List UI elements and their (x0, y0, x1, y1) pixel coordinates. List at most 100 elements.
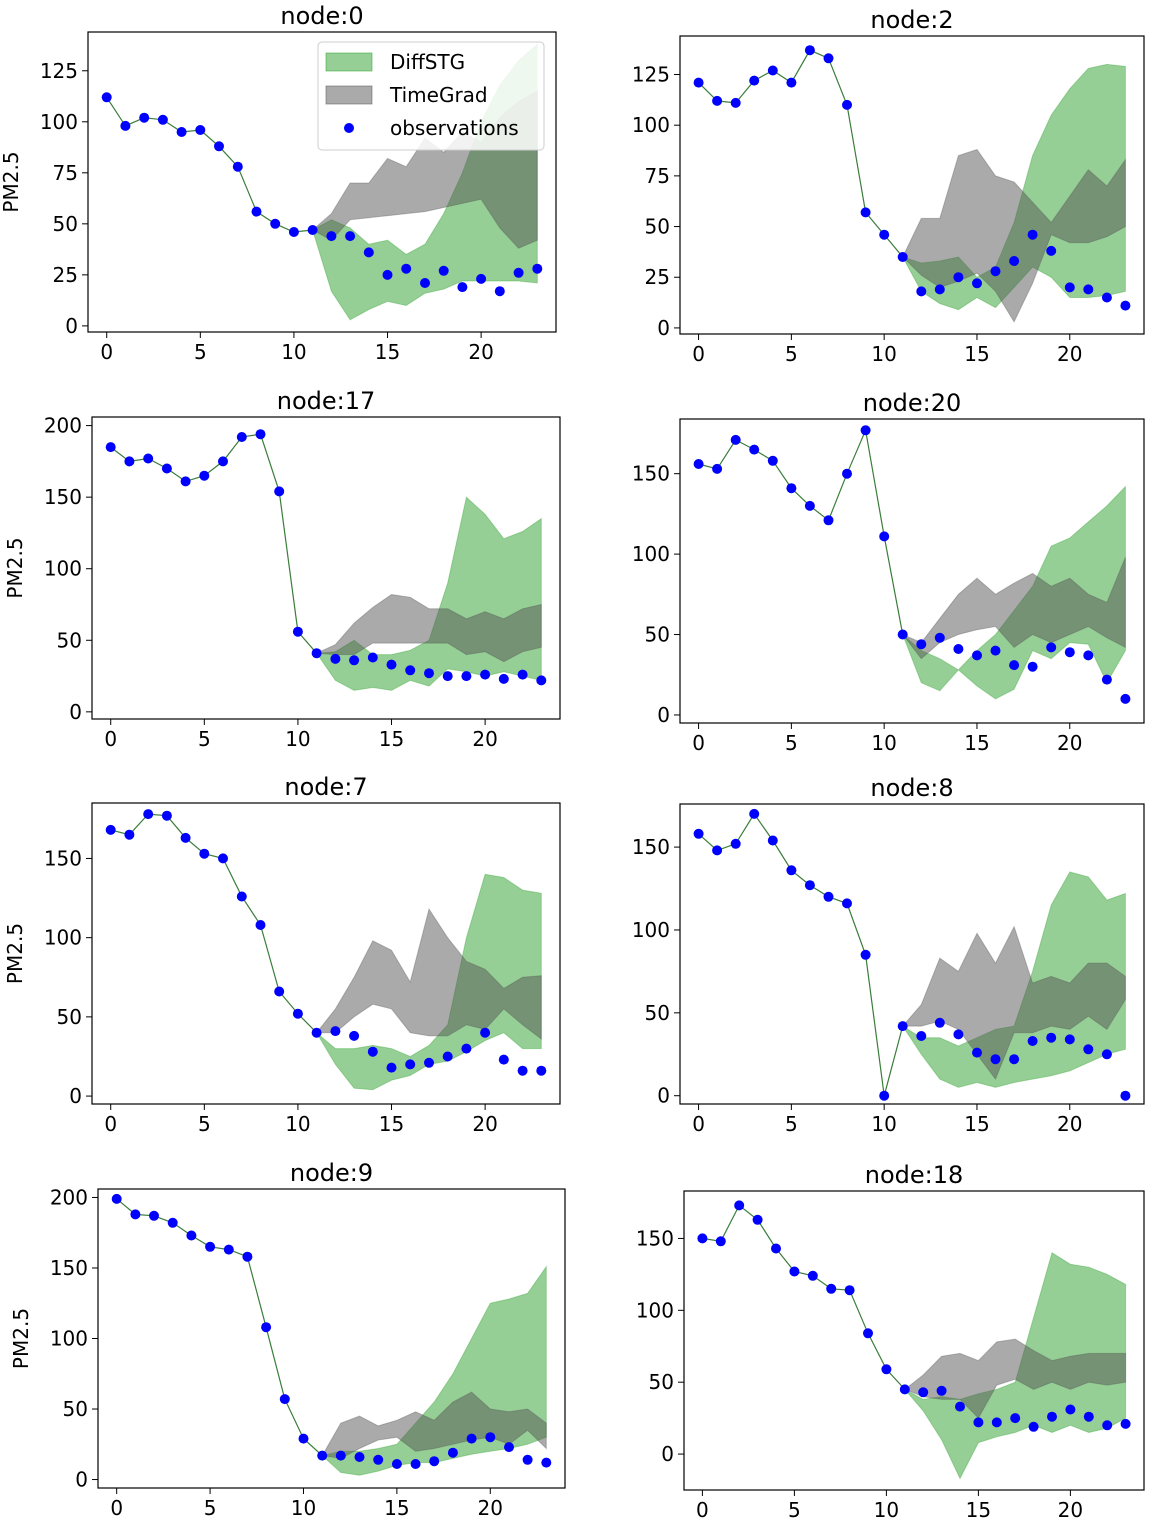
x-tick-label: 20 (468, 340, 493, 364)
observation-point (536, 1065, 547, 1076)
observation-point (218, 456, 228, 467)
observation-point (897, 252, 908, 262)
y-tick-label: 100 (632, 113, 670, 137)
observation-point (972, 1047, 982, 1058)
axes-frame (679, 35, 1145, 335)
observation-point (1009, 256, 1020, 266)
axes-frame (679, 418, 1145, 724)
observation-point (386, 659, 397, 670)
observation-point (522, 1454, 533, 1465)
observation-point (897, 1021, 908, 1032)
observation-point (693, 828, 704, 839)
timegrad-legend-swatch (325, 85, 373, 105)
observation-point (330, 653, 341, 664)
observation-point (693, 459, 704, 469)
x-tick-label: 0 (696, 1498, 709, 1522)
observation-point (143, 453, 154, 464)
observation-point (517, 669, 528, 680)
y-tick-label: 50 (645, 623, 670, 647)
observation-point (879, 229, 890, 240)
chart-title: node:8 (870, 774, 953, 802)
observation-point (167, 1217, 178, 1228)
observation-point (466, 1433, 477, 1444)
y-tick-label: 25 (645, 265, 670, 289)
observation-point (972, 650, 982, 661)
observation-point (442, 1051, 453, 1062)
observation-point (279, 1394, 290, 1405)
observation-point (804, 880, 815, 891)
y-tick-label: 0 (65, 314, 78, 338)
observation-point (405, 665, 416, 676)
observation-point (335, 1450, 346, 1461)
observation-point (804, 500, 815, 511)
observation-point (161, 810, 172, 821)
y-tick-label: 50 (645, 215, 670, 239)
observation-point (916, 1031, 927, 1041)
observation-point (199, 848, 210, 859)
observation-point (860, 425, 871, 436)
plot-area (111, 1193, 552, 1476)
observation-point (807, 1270, 818, 1281)
observation-point (1083, 650, 1094, 661)
observation-point (124, 456, 135, 467)
observation-point (1064, 647, 1075, 658)
observation-point (139, 112, 150, 123)
chart-title: node:17 (277, 387, 376, 415)
x-tick-label: 0 (110, 1496, 123, 1520)
plot-area (105, 429, 547, 691)
observation-point (1120, 1090, 1131, 1101)
observation-point (823, 53, 834, 64)
observation-point (712, 95, 723, 106)
chart-title: node:9 (290, 1159, 373, 1187)
observation-point (934, 632, 945, 643)
observation-point (457, 282, 468, 293)
y-tick-label: 0 (75, 1468, 88, 1492)
x-tick-label: 0 (692, 731, 705, 755)
y-tick-label: 50 (645, 1001, 670, 1025)
observation-point (251, 206, 262, 217)
x-tick-label: 20 (472, 727, 497, 751)
y-tick-label: 150 (632, 462, 670, 486)
x-tick-label: 5 (204, 1496, 217, 1520)
observation-point (1027, 1036, 1038, 1046)
observation-point (311, 1027, 322, 1038)
x-tick-label: 15 (964, 731, 989, 755)
observation-point (1009, 1054, 1020, 1065)
observation-point (730, 838, 741, 849)
axes-frame (683, 1190, 1145, 1491)
x-tick-label: 5 (194, 340, 207, 364)
observation-point (767, 835, 778, 846)
observation-point (149, 1210, 159, 1221)
x-tick-label: 15 (964, 1112, 989, 1136)
observation-point (955, 1401, 965, 1412)
observation-point (274, 486, 285, 497)
timegrad-band (903, 1338, 1127, 1419)
observation-point (232, 161, 243, 172)
x-tick-label: 15 (379, 727, 404, 751)
history-line (698, 49, 904, 258)
x-tick-label: 20 (478, 1496, 503, 1520)
y-tick-label: 100 (44, 557, 82, 581)
y-tick-label: 50 (57, 1005, 82, 1029)
observation-point (513, 267, 524, 278)
plot-area (693, 425, 1131, 704)
observation-point (844, 1285, 855, 1296)
legend-label: TimeGrad (389, 83, 488, 107)
legend-label: observations (390, 116, 519, 140)
chart-title: node:7 (284, 773, 367, 801)
observation-point (823, 515, 834, 526)
observation-point (789, 1266, 800, 1277)
x-tick-label: 5 (785, 1112, 798, 1136)
diffstg-legend-swatch (325, 52, 373, 72)
observation-point (292, 626, 303, 637)
y-tick-label: 0 (69, 1084, 82, 1108)
observation-point (1065, 1404, 1076, 1415)
observation-point (1120, 693, 1131, 704)
observation-point (405, 1059, 416, 1070)
observation-point (916, 639, 927, 650)
observation-point (223, 1244, 234, 1255)
observation-point (180, 476, 191, 487)
observation-point (1064, 282, 1075, 293)
observation-point (767, 65, 778, 76)
observation-point (157, 114, 168, 125)
